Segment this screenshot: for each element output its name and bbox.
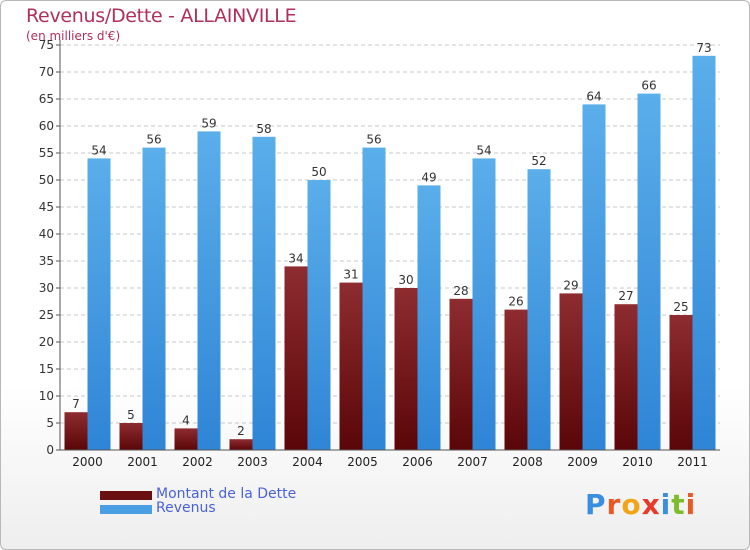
label-dette: 7 [72, 397, 80, 411]
y-tick-label: 30 [39, 281, 54, 295]
y-tick-label: 15 [39, 362, 54, 376]
bar-revenus [637, 93, 661, 450]
y-tick-label: 25 [39, 308, 54, 322]
bar-dette [449, 298, 473, 450]
bar-dette [669, 315, 693, 450]
y-tick-label: 20 [39, 335, 54, 349]
y-tick-label: 55 [39, 146, 54, 160]
label-revenus: 59 [201, 116, 216, 130]
bar-revenus [692, 55, 716, 451]
x-tick-label: 2004 [292, 455, 323, 469]
y-tick-label: 50 [39, 173, 54, 187]
bar-dette [559, 293, 583, 450]
x-tick-label: 2000 [72, 455, 103, 469]
y-tick-label: 10 [39, 389, 54, 403]
chart-title: Revenus/Dette - ALLAINVILLE [26, 5, 297, 27]
y-tick-label: 5 [46, 416, 54, 430]
x-tick-label: 2006 [402, 455, 433, 469]
label-dette: 26 [508, 295, 523, 309]
x-tick-label: 2002 [182, 455, 213, 469]
legend-swatch-debt [100, 491, 152, 500]
label-dette: 28 [453, 284, 468, 298]
bar-dette [229, 439, 253, 450]
logo-letter: i [660, 488, 672, 521]
x-tick-label: 2008 [512, 455, 543, 469]
label-revenus: 54 [476, 143, 491, 157]
label-dette: 30 [398, 273, 413, 287]
bar-revenus [472, 158, 496, 450]
y-tick-label: 75 [39, 38, 54, 52]
y-tick-label: 0 [46, 443, 54, 457]
logo-letter: r [606, 488, 622, 521]
x-tick-label: 2009 [567, 455, 598, 469]
logo-letter: t [671, 488, 686, 521]
bar-revenus [417, 185, 441, 450]
chart-subtitle: (en milliers d'€) [26, 29, 121, 43]
bar-dette [119, 423, 143, 450]
bar-revenus [87, 158, 111, 450]
bar-revenus [307, 180, 331, 450]
label-revenus: 50 [311, 165, 326, 179]
x-tick-label: 2011 [677, 455, 708, 469]
x-tick-label: 2007 [457, 455, 488, 469]
y-tick-label: 65 [39, 92, 54, 106]
y-tick-label: 60 [39, 119, 54, 133]
y-tick-label: 70 [39, 65, 54, 79]
label-revenus: 73 [696, 41, 711, 55]
label-dette: 34 [288, 251, 303, 265]
bar-revenus [252, 136, 276, 451]
legend-label-debt: Montant de la Dette [156, 486, 297, 502]
bar-dette [64, 412, 88, 450]
label-dette: 2 [237, 424, 245, 438]
bar-dette [339, 282, 363, 450]
bar-dette [504, 309, 528, 450]
label-dette: 4 [182, 413, 190, 427]
bar-revenus [362, 147, 386, 450]
x-tick-label: 2003 [237, 455, 268, 469]
legend-swatch-revenus [100, 505, 152, 514]
label-revenus: 54 [91, 143, 106, 157]
label-revenus: 49 [421, 170, 436, 184]
y-tick-label: 45 [39, 200, 54, 214]
bar-revenus [527, 169, 551, 450]
logo-letter: i [685, 488, 697, 521]
legend-label-revenus: Revenus [156, 500, 216, 516]
bar-dette [284, 266, 308, 450]
bar-revenus [582, 104, 606, 451]
x-tick-label: 2005 [347, 455, 378, 469]
label-revenus: 56 [366, 133, 381, 147]
label-dette: 27 [618, 289, 633, 303]
logo-letter: x [641, 488, 661, 521]
label-revenus: 52 [531, 154, 546, 168]
x-tick-label: 2001 [127, 455, 158, 469]
label-dette: 25 [673, 300, 688, 314]
label-dette: 31 [343, 268, 358, 282]
bar-dette [174, 428, 198, 450]
y-tick-label: 35 [39, 254, 54, 268]
y-tick-label: 40 [39, 227, 54, 241]
x-tick-label: 2010 [622, 455, 653, 469]
bar-dette [394, 288, 418, 450]
label-revenus: 56 [146, 133, 161, 147]
label-revenus: 64 [586, 89, 601, 103]
label-dette: 5 [127, 408, 135, 422]
bar-dette [614, 304, 638, 450]
label-dette: 29 [563, 278, 578, 292]
bar-revenus [142, 147, 166, 450]
logo-letter: P [585, 488, 607, 521]
logo-letter: o [621, 488, 642, 521]
label-revenus: 58 [256, 122, 271, 136]
label-revenus: 66 [641, 79, 656, 93]
bar-revenus [197, 131, 221, 450]
